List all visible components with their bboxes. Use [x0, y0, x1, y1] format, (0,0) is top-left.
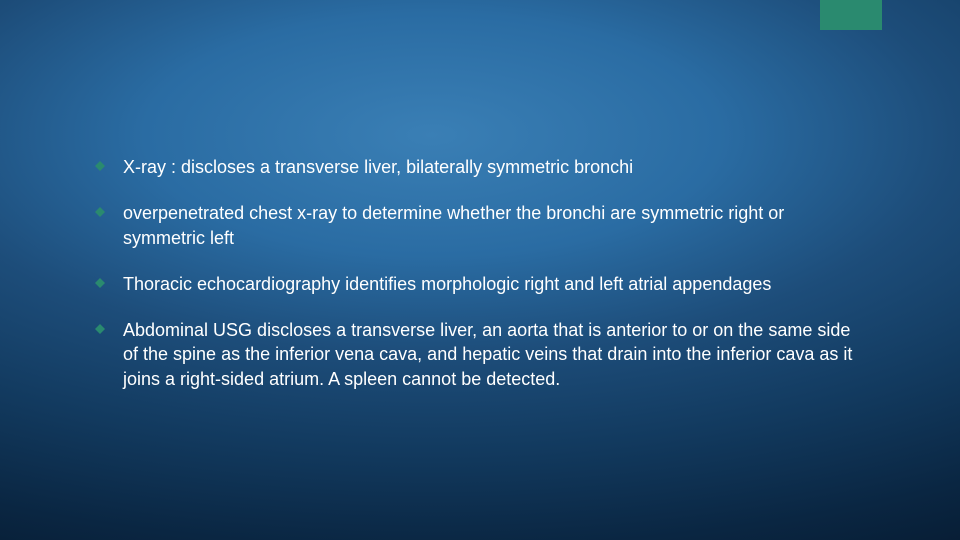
list-item: Abdominal USG discloses a transverse liv…: [95, 318, 870, 391]
diamond-bullet-icon: [95, 278, 105, 288]
accent-tab: [820, 0, 882, 30]
list-item-text: X-ray : discloses a transverse liver, bi…: [123, 155, 870, 179]
list-item: Thoracic echocardiography identifies mor…: [95, 272, 870, 296]
list-item-text: Abdominal USG discloses a transverse liv…: [123, 318, 870, 391]
list-item-text: Thoracic echocardiography identifies mor…: [123, 272, 870, 296]
bullet-list: X-ray : discloses a transverse liver, bi…: [95, 155, 870, 391]
list-item-text: overpenetrated chest x-ray to determine …: [123, 201, 870, 250]
diamond-bullet-icon: [95, 324, 105, 334]
list-item: overpenetrated chest x-ray to determine …: [95, 201, 870, 250]
list-item: X-ray : discloses a transverse liver, bi…: [95, 155, 870, 179]
diamond-bullet-icon: [95, 207, 105, 217]
slide-content: X-ray : discloses a transverse liver, bi…: [95, 155, 870, 413]
diamond-bullet-icon: [95, 161, 105, 171]
